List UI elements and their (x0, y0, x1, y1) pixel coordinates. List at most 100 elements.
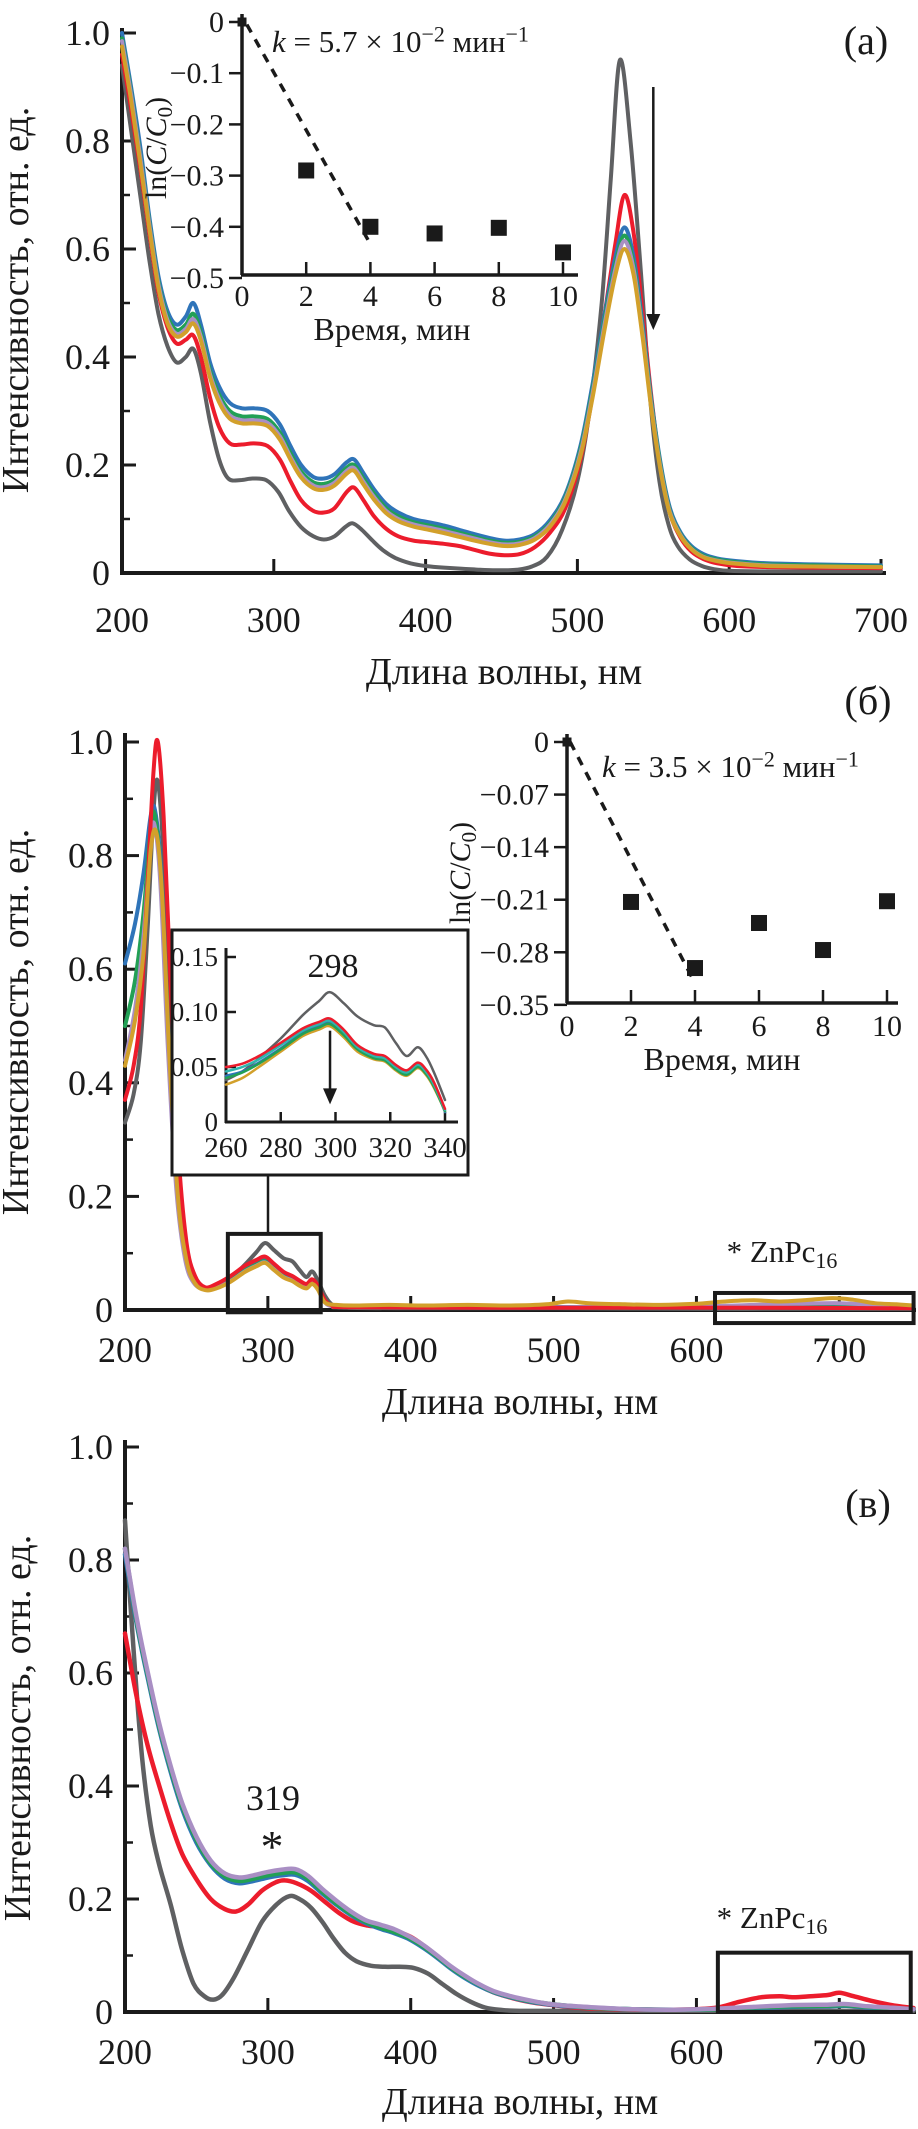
panel-v-curve-series-4-green (122, 1546, 916, 2012)
panel-b-zoom-curve-series-2-red (224, 1017, 447, 1111)
panel-a-inset-x-tick-label: 6 (427, 280, 442, 313)
panel-b-zoom-curve-series-4-green (224, 1022, 447, 1113)
panel-b-kinetics-data-point (562, 737, 572, 747)
panel-v-y-axis-title: Интенсивность, отн. ед. (0, 1535, 39, 1921)
panel-b-kinetics-x-tick-label: 4 (688, 1010, 703, 1043)
panel-b-kinetics-data-point (623, 893, 639, 910)
panel-b-kinetics: 0 2 4 6 8 10 0 −0.07 −0.14 −0.21 −0.28 −0.35 Время, … (444, 726, 902, 1077)
panel-b-highlight-box-0 (225, 1231, 323, 1315)
panel-b-y-tick-label: 0.4 (68, 1063, 113, 1103)
panel-b-kinetics-y-tick-label: −0.21 (480, 884, 549, 917)
panel-b-zoom: 260 280 300 320 340 0 0.05 0.10 0.15 298 (170, 928, 470, 1177)
panel-a-inset-x-axis-title: Время, мин (313, 311, 470, 347)
panel-b-zoom-x-tick-label: 300 (314, 1132, 358, 1164)
panel-b-kinetics-x-tick-label: 6 (752, 1010, 767, 1043)
panel-b-kinetics-x-tick-label: 10 (872, 1010, 902, 1043)
panel-b-kinetics-data-point (687, 960, 703, 977)
panel-a-inset-y-tick-label: −0.1 (170, 57, 224, 90)
panel-b-kinetics-y-tick-label: −0.07 (480, 779, 549, 812)
panel-a-y-tick-label: 0.8 (65, 121, 110, 161)
panel-a-inset-data-point (555, 244, 571, 261)
panel-a-inset-data-point (426, 225, 443, 242)
panel-b-highlight-box-1 (713, 1290, 916, 1326)
panel-b-kinetics-x-tick-label: 0 (560, 1010, 575, 1043)
panel-a: 200 300 400 500 600 700 0 0.2 0.4 0.6 0.8 1.0 Длина … (0, 13, 908, 693)
panel-b-zoom-y-tick-label: 0.05 (171, 1052, 218, 1082)
panel-a-inset-rate-constant-label: k = 5.7 × 10−2 мин−1 (272, 22, 529, 60)
panel-a-curve-series-6-gold (120, 44, 883, 570)
panel-b-x-tick-label: 300 (241, 1330, 295, 1370)
panel-v-y-tick-label: 0 (95, 1992, 113, 2032)
panel-b-kinetics-x-tick-label: 8 (816, 1010, 831, 1043)
panel-v-y-tick-label: 0.4 (68, 1766, 113, 1806)
panel-a-inset-x-tick-label: 0 (235, 280, 250, 313)
panel-b-zoom-x-tick-label: 340 (423, 1132, 467, 1164)
panel-v-x-tick-label: 300 (241, 2032, 295, 2072)
panel-v-peak-asterisk: * (261, 1821, 284, 1872)
panel-a-decrease-arrow-icon-head (646, 314, 661, 330)
panel-b-zoom-x-tick-label: 260 (204, 1132, 248, 1164)
panel-a-inset-data-point (490, 219, 507, 236)
panel-b-zoom-inset-frame (170, 928, 470, 1177)
panel-b-x-tick-label: 400 (384, 1330, 438, 1370)
panel-b-kinetics-y-axis-title: ln(C/C0) (444, 822, 481, 924)
panel-a-inset-y-tick-label: −0.3 (170, 160, 224, 193)
panel-a-inset: 0 2 4 6 8 10 0 −0.1 −0.2 −0.3 −0.4 −0.5 Время, мин ln… (140, 6, 578, 347)
panel-a-panel-label: (а) (844, 18, 888, 63)
panel-b-kinetics-x-axis-title: Время, мин (643, 1041, 800, 1077)
panel-b-zoom-y-tick-label: 0 (205, 1107, 219, 1137)
panel-v-x-tick-label: 200 (98, 2032, 152, 2072)
panel-a-inset-x-tick-label: 8 (491, 280, 506, 313)
panel-b-kinetics-y-tick-label: −0.28 (480, 936, 549, 969)
panel-b-kinetics-y-tick-label: −0.14 (480, 831, 549, 864)
panel-b-kinetics-rate-constant-label: k = 3.5 × 10−2 мин−1 (602, 747, 859, 785)
panel-v-x-tick-label: 400 (384, 2032, 438, 2072)
panel-b-panel-label: (б) (845, 678, 892, 723)
panel-v-curve-series-1-gray (122, 1518, 916, 2014)
panel-a-inset-x-tick-label: 10 (548, 280, 578, 313)
panel-v: 200 300 400 500 600 700 0 0.2 0.4 0.6 0.8 1.0 Длина … (0, 1427, 916, 2123)
panel-v-x-tick-label: 600 (669, 2032, 723, 2072)
panel-b-kinetics-x-tick-label: 2 (624, 1010, 639, 1043)
panel-v-x-tick-label: 700 (812, 2032, 866, 2072)
panel-b-zoom-peak-wavelength-label: 298 (308, 948, 359, 985)
panel-v-y-tick-label: 0.8 (68, 1540, 113, 1580)
panel-a-inset-data-point (298, 162, 315, 179)
panel-a-y-tick-label: 0.2 (65, 445, 110, 485)
panel-a-x-tick-label: 400 (399, 600, 453, 640)
panel-b-zoom-curve-series-7-teal (224, 1019, 447, 1112)
panel-b-y-axis-title: Интенсивность, отн. ед. (0, 829, 37, 1215)
panel-a-x-tick-label: 700 (854, 600, 908, 640)
panel-v-y-tick-label: 0.6 (68, 1653, 113, 1693)
panel-v-panel-label: (в) (845, 1481, 891, 1526)
panel-a-y-axis-title: Интенсивность, отн. ед. (0, 107, 37, 493)
panel-a-y-tick-label: 0.4 (65, 337, 110, 377)
panel-a-inset-y-tick-label: −0.5 (170, 262, 224, 295)
panel-v-znpc-label: * ZnPc16 (717, 1900, 828, 1939)
panel-a-x-tick-label: 500 (550, 600, 604, 640)
panel-b-y-tick-label: 0.6 (68, 949, 113, 989)
panel-b-zoom-y-tick-label: 0.15 (171, 942, 218, 972)
panel-v-highlight-box-0 (715, 1950, 913, 2015)
panel-a-y-tick-label: 1.0 (65, 13, 110, 53)
panel-b-y-tick-label: 0.2 (68, 1176, 113, 1216)
panel-a-x-axis-title: Длина волны, нм (366, 651, 642, 693)
panel-b-x-tick-label: 700 (812, 1330, 866, 1370)
panel-b-y-tick-label: 0.8 (68, 836, 113, 876)
panel-v-y-tick-label: 0.2 (68, 1879, 113, 1919)
panel-v-x-tick-label: 500 (527, 2032, 581, 2072)
panel-a-inset-x-tick-label: 2 (299, 280, 314, 313)
panel-v-x-axis-title: Длина волны, нм (382, 2081, 658, 2123)
panel-b-kinetics-data-point (815, 942, 831, 959)
panel-b-zoom-peak-arrow-icon-head (323, 1088, 338, 1105)
panel-b-znpc-label: * ZnPc16 (727, 1234, 838, 1273)
panel-b-zoom-curve-series-1-gray (224, 990, 447, 1102)
panel-a-curve-series-1-gray (120, 57, 883, 574)
panel-a-inset-y-axis-title: ln(C/C0) (140, 97, 177, 199)
panel-a-x-tick-label: 600 (702, 600, 756, 640)
panel-b-x-axis-title: Длина волны, нм (382, 1381, 658, 1423)
panel-a-inset-data-point (237, 17, 247, 27)
panel-b: 200 300 400 500 600 70000.20.40.60.81.0Длина … (0, 678, 916, 1423)
panel-a-inset-y-tick-label: 0 (209, 6, 224, 39)
